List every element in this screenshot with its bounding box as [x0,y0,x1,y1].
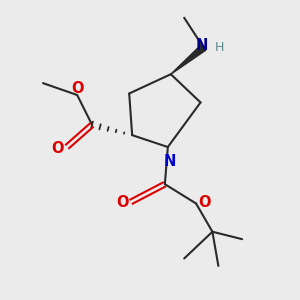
Text: N: N [196,38,208,53]
Text: O: O [116,194,129,209]
Text: O: O [198,194,211,209]
Text: N: N [163,154,176,169]
Polygon shape [171,45,206,74]
Text: H: H [214,41,224,54]
Text: O: O [52,141,64,156]
Text: O: O [71,81,84,96]
